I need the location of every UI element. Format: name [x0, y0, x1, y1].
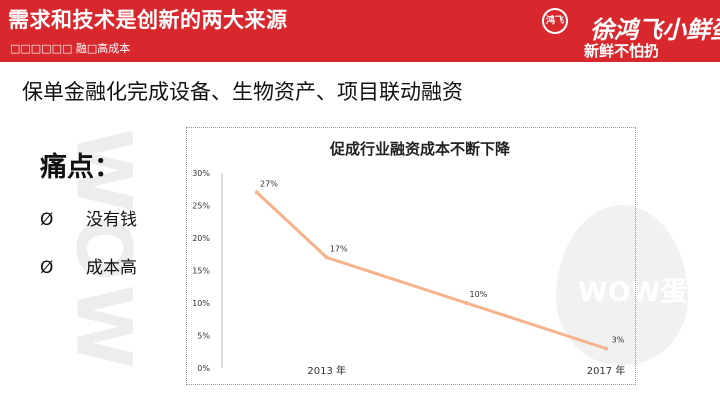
y-tick-label: 30%: [192, 169, 210, 178]
y-tick-label: 15%: [192, 267, 210, 276]
pain-point-item: Ø 成本高: [40, 253, 137, 278]
brand-logo: 鸿飞 徐鸿飞小鲜蛋 新鲜不怕扔: [540, 2, 720, 60]
arrow-bullet-icon: Ø: [40, 210, 54, 230]
data-point: [254, 190, 259, 195]
egg-watermark-text: WOW蛋: [578, 277, 688, 308]
y-tick-label: 20%: [192, 234, 210, 243]
data-label: 27%: [260, 180, 278, 189]
pain-point-text: 成本高: [86, 258, 137, 278]
y-tick-label: 25%: [192, 202, 210, 211]
page-subtitle: □□□□□□ 融□高成本: [10, 42, 131, 55]
data-label: 10%: [469, 290, 487, 299]
logo-badge: 鸿飞: [542, 8, 568, 34]
logo-slogan: 新鲜不怕扔: [584, 42, 660, 60]
data-point: [324, 255, 329, 260]
data-point: [464, 301, 469, 305]
chart-title: 促成行业融资成本不断下降: [329, 140, 511, 158]
pain-point-item: Ø 没有钱: [40, 205, 137, 230]
arrow-bullet-icon: Ø: [40, 258, 54, 278]
y-tick-label: 10%: [192, 299, 210, 308]
x-tick-label: 2013 年: [307, 364, 346, 377]
pain-point-text: 没有钱: [86, 210, 137, 230]
data-label: 3%: [612, 336, 625, 345]
chart-frame: [186, 127, 636, 385]
pain-points-title: 痛点：: [40, 152, 121, 183]
section-heading: 保单金融化完成设备、生物资产、项目联动融资: [22, 80, 463, 104]
y-tick-label: 0%: [197, 364, 210, 373]
header-bar: 需求和技术是创新的两大来源 □□□□□□ 融□高成本 鸿飞 徐鸿飞小鲜蛋 新鲜不…: [0, 0, 720, 62]
data-label: 17%: [330, 245, 348, 254]
logo-name: 徐鸿飞小鲜蛋: [590, 16, 720, 44]
data-point: [604, 346, 609, 351]
x-tick-label: 2017 年: [587, 364, 626, 377]
page-title: 需求和技术是创新的两大来源: [8, 8, 288, 32]
series-line: [255, 191, 608, 350]
y-tick-label: 5%: [197, 332, 210, 341]
